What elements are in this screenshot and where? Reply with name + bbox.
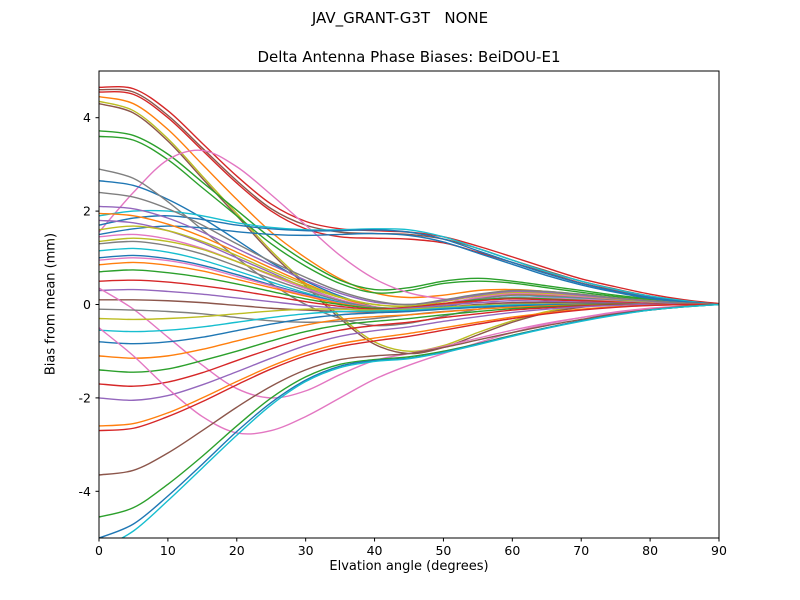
series-line: [99, 88, 719, 306]
series-line: [99, 135, 719, 306]
axes-title: Delta Antenna Phase Biases: BeiDOU-E1: [257, 48, 561, 66]
series-line: [99, 303, 719, 401]
series-line: [120, 303, 719, 538]
x-tick-label: 20: [229, 543, 245, 558]
series-line: [99, 191, 719, 306]
series-line: [99, 85, 719, 305]
series-line: [99, 303, 719, 432]
x-tick-label: 40: [367, 543, 383, 558]
series-line: [99, 279, 719, 310]
series-line: [99, 303, 719, 538]
y-tick-label: 2: [83, 204, 91, 219]
x-tick-label: 30: [298, 543, 314, 558]
y-tick-label: -4: [79, 484, 92, 499]
figure-title: JAV_GRANT-G3T NONE: [311, 9, 489, 27]
x-tick-label: 0: [95, 543, 103, 558]
x-tick-label: 80: [642, 543, 658, 558]
x-tick-label: 90: [711, 543, 727, 558]
x-tick-label: 50: [435, 543, 451, 558]
series-line: [99, 130, 719, 306]
series-line: [99, 225, 719, 306]
x-axis-label: Elvation angle (degrees): [329, 559, 489, 574]
x-tick-label: 60: [504, 543, 520, 558]
series-line: [99, 95, 719, 306]
series-line: [99, 303, 719, 435]
y-tick-label: -2: [79, 390, 91, 405]
series-line: [99, 215, 719, 306]
y-tick-label: 0: [83, 297, 91, 312]
x-tick-label: 70: [573, 543, 589, 558]
series-line: [99, 303, 719, 476]
series-group: [99, 85, 719, 538]
series-line: [99, 91, 719, 306]
y-tick-label: 4: [83, 110, 91, 125]
series-line: [99, 209, 719, 306]
x-tick-label: 10: [160, 543, 176, 558]
